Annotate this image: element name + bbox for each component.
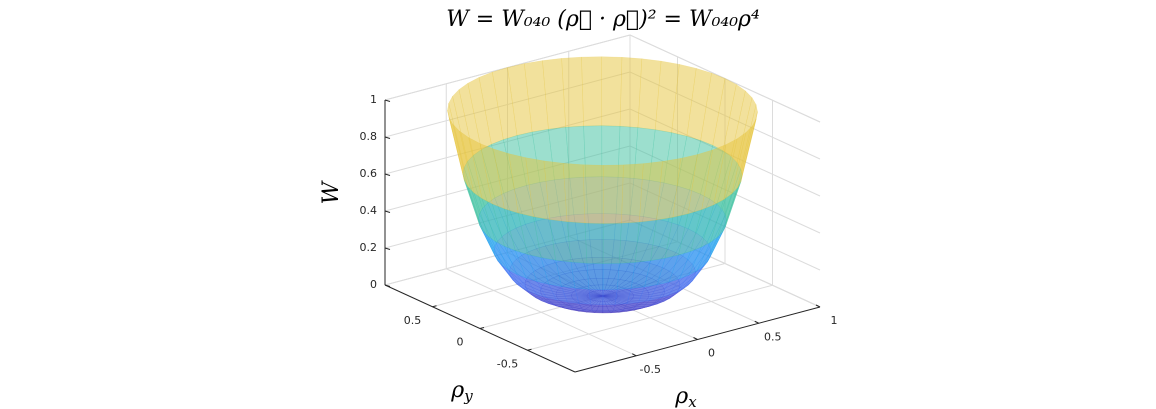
- y-tick-label: 0.5: [404, 314, 422, 327]
- x-tick: [693, 337, 698, 340]
- surface-patch: [601, 56, 623, 127]
- z-tick: [384, 136, 391, 139]
- surface-patch: [584, 222, 604, 264]
- x-axis-label: ρx: [674, 384, 697, 409]
- surface-patch: [723, 131, 747, 201]
- y-tick-label: 0: [457, 336, 464, 349]
- z-tick: [384, 284, 391, 287]
- surface-patch: [737, 118, 757, 188]
- surface-patch: [586, 262, 604, 290]
- surface-patch: [639, 161, 663, 223]
- surface-patch: [656, 158, 681, 221]
- surface-patch: [602, 304, 616, 312]
- x-tick: [754, 320, 759, 324]
- z-tick-label: 0.8: [360, 130, 378, 143]
- x-tick: [815, 304, 821, 308]
- z-tick-label: 0.6: [360, 167, 378, 180]
- x-tick: [632, 353, 637, 357]
- chart-title: W = W₀₄₀ (ρ⃗ · ρ⃗)² = W₀₄₀ρ⁴: [446, 7, 760, 32]
- y-tick-label: -0.5: [497, 357, 518, 370]
- z-tick: [384, 247, 391, 250]
- surface-patch: [602, 263, 620, 290]
- x-tick-label: 0: [708, 347, 715, 360]
- y-tick: [432, 305, 437, 308]
- z-axis-label: W: [319, 179, 344, 204]
- z-tick: [384, 173, 391, 176]
- x-tick-label: 1: [831, 314, 838, 327]
- surface-patch: [672, 154, 698, 218]
- z-tick-label: 0: [370, 278, 377, 291]
- y-grid-line: [527, 284, 773, 351]
- surface-patch: [602, 164, 624, 224]
- y-tick: [527, 348, 532, 351]
- z-tick: [384, 210, 391, 213]
- z-tick: [384, 99, 391, 102]
- surface-patch: [621, 163, 644, 224]
- surface-patch: [582, 164, 604, 224]
- surface-patch: [562, 162, 586, 224]
- y-axis-label: ρy: [450, 378, 473, 405]
- surface-patch: [588, 288, 604, 305]
- surface-patch: [581, 56, 603, 127]
- surface-patch: [590, 304, 604, 312]
- surface-patch: [602, 222, 622, 264]
- z-tick-label: 1: [370, 93, 377, 106]
- surface-patch: [602, 289, 618, 305]
- surface-patch: [731, 124, 753, 195]
- z-tick-label: 0.4: [360, 204, 378, 217]
- x-tick-label: -0.5: [640, 363, 661, 376]
- z-tick-label: 0.2: [360, 241, 378, 254]
- y-tick: [479, 327, 485, 329]
- x-tick-label: 0.5: [764, 330, 782, 343]
